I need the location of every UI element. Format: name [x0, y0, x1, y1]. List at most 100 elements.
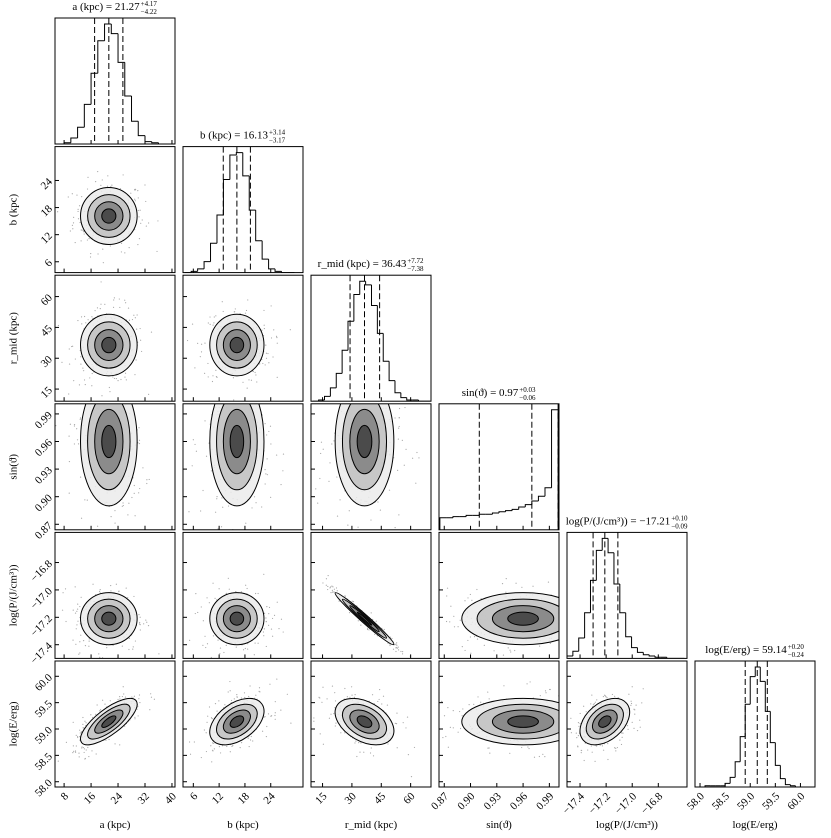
sample-point — [340, 732, 342, 734]
sample-point — [69, 423, 72, 425]
sample-point — [461, 715, 463, 717]
sample-point — [102, 262, 104, 264]
sample-point — [251, 507, 253, 509]
sample-point — [233, 698, 235, 700]
sample-point — [270, 496, 272, 498]
sample-point — [261, 329, 263, 331]
sample-point — [570, 725, 571, 726]
sample-point — [113, 297, 116, 299]
sample-point — [270, 305, 272, 307]
sample-point — [247, 299, 249, 301]
histogram-step — [544, 487, 552, 497]
y-tick-label: 30 — [39, 353, 56, 370]
sample-point — [457, 731, 459, 733]
sample-point — [71, 345, 73, 348]
sample-point — [215, 559, 216, 560]
sample-point — [77, 735, 79, 738]
sample-point — [334, 700, 337, 702]
sample-point — [71, 382, 72, 383]
panel-frame — [566, 531, 688, 659]
sample-point — [121, 695, 123, 698]
histogram-step — [388, 361, 395, 382]
sample-point — [464, 649, 466, 652]
sample-point — [115, 384, 116, 385]
sample-point — [265, 617, 267, 619]
sample-point — [188, 741, 191, 743]
histogram-step — [794, 785, 801, 787]
sample-point — [370, 519, 372, 521]
sample-point — [74, 241, 76, 244]
sample-point — [78, 756, 80, 758]
sample-point — [329, 462, 331, 464]
sample-point — [331, 443, 333, 445]
sample-point — [72, 752, 74, 754]
sample-point — [330, 592, 332, 594]
histogram-step — [341, 349, 348, 374]
sample-point — [401, 439, 403, 441]
sample-point — [562, 643, 563, 644]
x-tick-label: 60.0 — [785, 790, 807, 812]
x-axis-label: b (kpc) — [227, 819, 259, 831]
sample-point — [77, 603, 79, 605]
sample-point — [617, 697, 619, 699]
sample-point — [233, 399, 235, 401]
sample-point — [226, 398, 227, 399]
sample-point — [581, 611, 582, 612]
histogram-step — [104, 23, 112, 41]
sample-point — [131, 388, 132, 389]
sample-point — [334, 692, 336, 694]
sample-point — [228, 397, 229, 398]
sample-point — [573, 708, 574, 709]
sample-point — [93, 378, 94, 379]
sample-point — [76, 428, 78, 430]
sample-point — [564, 621, 565, 622]
sample-point — [562, 705, 563, 706]
x-axis-label: log(P/(J/cm³)) — [596, 819, 658, 831]
sample-point — [268, 430, 270, 433]
sample-point — [140, 350, 143, 353]
histogram-step — [335, 372, 343, 388]
sample-point — [564, 626, 565, 627]
sample-point — [335, 369, 336, 370]
sample-point — [639, 726, 641, 728]
sample-point — [77, 218, 80, 220]
sample-point — [83, 727, 85, 729]
sample-point — [272, 356, 274, 358]
sample-point — [359, 389, 360, 390]
panel-frame — [182, 146, 304, 274]
sample-point — [97, 398, 98, 399]
sample-point — [122, 686, 124, 688]
sample-point — [217, 639, 219, 641]
sample-point — [571, 695, 572, 696]
sample-point — [574, 726, 575, 727]
sample-point — [134, 198, 136, 200]
sample-point — [218, 700, 220, 702]
sample-point — [209, 316, 211, 318]
sample-point — [108, 386, 110, 389]
sample-point — [339, 499, 341, 501]
sample-point — [218, 746, 221, 748]
sample-point — [158, 653, 160, 655]
y-tick-label: 60.0 — [33, 671, 55, 693]
sample-point — [263, 716, 265, 718]
histogram-step — [274, 268, 282, 272]
sample-point — [74, 612, 77, 614]
sample-point — [418, 457, 420, 459]
sample-point — [106, 185, 109, 187]
sample-point — [603, 611, 604, 612]
sample-point — [457, 626, 459, 628]
sample-point — [134, 718, 136, 720]
sample-point — [212, 750, 214, 752]
sample-point — [529, 681, 531, 683]
sample-point — [573, 617, 574, 618]
sample-point — [605, 696, 607, 698]
sample-point — [224, 704, 226, 706]
sample-point — [267, 713, 270, 715]
sample-point — [562, 613, 563, 614]
sample-point — [146, 479, 148, 481]
histogram-step — [642, 652, 650, 656]
sample-point — [268, 624, 270, 626]
sample-point — [229, 680, 231, 683]
sample-point — [331, 685, 334, 687]
